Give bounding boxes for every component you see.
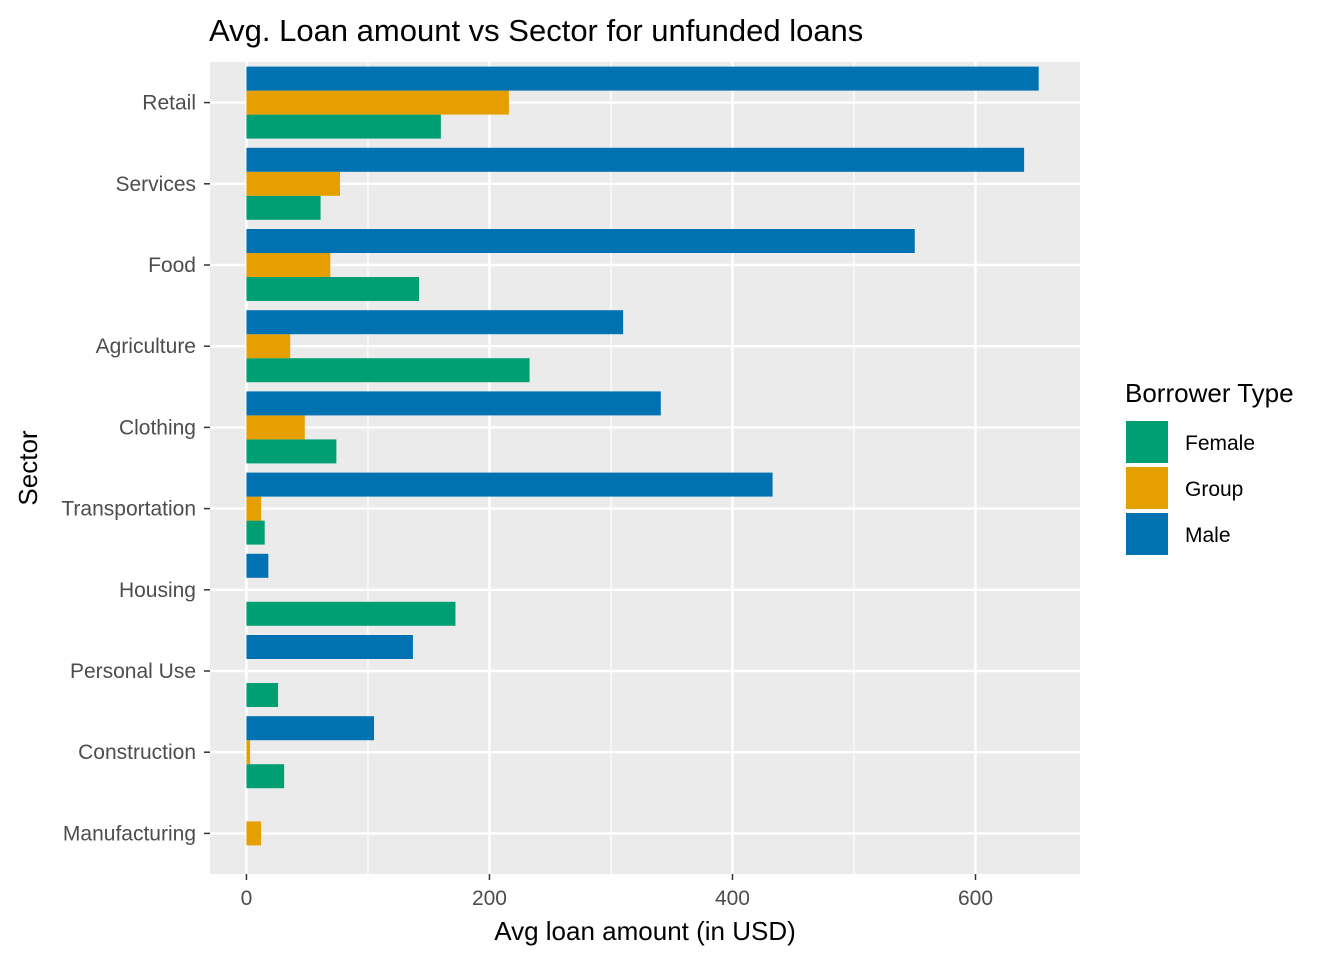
x-tick-label: 600 bbox=[958, 887, 993, 910]
bar-group-retail bbox=[246, 90, 509, 115]
bars bbox=[246, 66, 1039, 846]
bar-group-transportation bbox=[246, 496, 262, 521]
bar-group-agriculture bbox=[246, 334, 291, 359]
legend-label-male: Male bbox=[1185, 524, 1231, 547]
y-tick-label: Construction bbox=[78, 741, 196, 764]
bar-male-transportation bbox=[246, 472, 773, 497]
y-tick-label: Agriculture bbox=[96, 335, 196, 358]
bar-group-manufacturing bbox=[246, 821, 262, 846]
legend-key-female bbox=[1126, 421, 1168, 463]
x-tick-label: 200 bbox=[472, 887, 507, 910]
bar-male-food bbox=[246, 229, 915, 253]
bar-group-construction bbox=[246, 740, 251, 765]
x-axis-title: Avg loan amount (in USD) bbox=[494, 916, 796, 946]
legend-title: Borrower Type bbox=[1125, 378, 1294, 408]
y-tick-label: Personal Use bbox=[70, 660, 196, 683]
bar-male-clothing bbox=[246, 391, 661, 416]
x-tick-label: 400 bbox=[715, 887, 750, 910]
bar-male-construction bbox=[246, 716, 375, 741]
bar-female-agriculture bbox=[246, 358, 530, 383]
legend-key-group bbox=[1126, 467, 1168, 509]
bar-group-clothing bbox=[246, 415, 305, 440]
y-tick-label: Food bbox=[148, 254, 196, 277]
x-axis: 0 200 400 600 bbox=[241, 874, 993, 910]
bar-male-services bbox=[246, 147, 1025, 172]
y-tick-label: Transportation bbox=[61, 498, 196, 521]
y-tick-label: Housing bbox=[119, 579, 196, 602]
bar-female-retail bbox=[246, 114, 441, 139]
y-tick-label: Services bbox=[115, 173, 196, 196]
bar-male-personal-use bbox=[246, 635, 413, 659]
legend: Borrower Type Female Group Male bbox=[1125, 378, 1294, 555]
legend-label-group: Group bbox=[1185, 478, 1243, 501]
bar-female-housing bbox=[246, 601, 456, 626]
bar-female-construction bbox=[246, 764, 285, 789]
bar-male-housing bbox=[246, 553, 269, 578]
x-tick-label: 0 bbox=[241, 887, 253, 910]
bar-male-retail bbox=[246, 66, 1039, 91]
y-axis-title: Sector bbox=[13, 430, 43, 505]
y-tick-label: Clothing bbox=[119, 416, 196, 439]
bar-female-clothing bbox=[246, 439, 337, 464]
y-tick-label: Retail bbox=[142, 92, 196, 115]
y-axis: Retail Services Food Agriculture Clothing Tra… bbox=[61, 92, 210, 845]
chart-title: Avg. Loan amount vs Sector for unfunded … bbox=[209, 13, 863, 48]
y-tick-label: Manufacturing bbox=[63, 822, 196, 845]
legend-label-female: Female bbox=[1185, 432, 1255, 455]
bar-group-food bbox=[246, 253, 331, 277]
bar-female-transportation bbox=[246, 520, 265, 545]
legend-key-male bbox=[1126, 513, 1168, 555]
bar-female-food bbox=[246, 277, 419, 301]
bar-female-personal-use bbox=[246, 683, 279, 707]
bar-female-services bbox=[246, 195, 321, 220]
bar-group-services bbox=[246, 171, 341, 196]
bar-male-agriculture bbox=[246, 310, 624, 335]
